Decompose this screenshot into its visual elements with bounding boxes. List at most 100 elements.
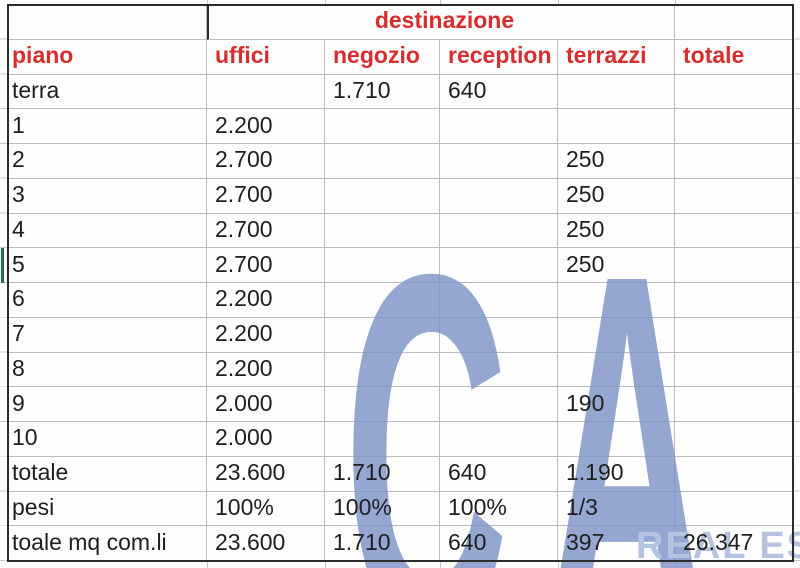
value-cell[interactable]: 2.200 [207, 109, 325, 144]
value-cell[interactable]: 2.700 [207, 144, 325, 179]
value-cell[interactable] [440, 352, 558, 388]
cell-text: piano [12, 42, 74, 69]
value-cell[interactable] [325, 109, 440, 144]
cell-text: 9 [12, 389, 25, 416]
value-cell[interactable] [558, 317, 675, 353]
cell-text: 6 [12, 285, 25, 312]
row-label-cell[interactable]: 5 [8, 248, 207, 283]
value-cell[interactable] [440, 248, 558, 283]
value-cell[interactable] [440, 213, 558, 249]
value-cell[interactable] [440, 422, 558, 457]
value-cell[interactable] [325, 144, 440, 179]
row-label-cell[interactable]: pesi [8, 491, 207, 527]
column-header-reception[interactable]: reception [440, 39, 558, 75]
row-label-cell[interactable]: 7 [8, 317, 207, 353]
value-cell[interactable]: 640 [440, 526, 558, 561]
value-cell[interactable]: 397 [558, 526, 675, 561]
value-cell[interactable]: 100% [207, 491, 325, 527]
value-cell[interactable]: 1.710 [325, 456, 440, 492]
row-label-cell[interactable]: 8 [8, 352, 207, 388]
value-cell[interactable] [675, 248, 793, 283]
value-cell[interactable] [558, 283, 675, 318]
value-cell[interactable]: 23.600 [207, 526, 325, 561]
row-label-cell[interactable]: 3 [8, 178, 207, 214]
value-cell[interactable] [325, 248, 440, 283]
value-cell[interactable]: 100% [325, 491, 440, 527]
value-cell[interactable] [325, 213, 440, 249]
value-cell[interactable] [207, 74, 325, 110]
row-label-cell[interactable]: 10 [8, 422, 207, 457]
value-cell[interactable] [675, 178, 793, 214]
value-cell[interactable]: 250 [558, 178, 675, 214]
value-cell[interactable]: 1.190 [558, 456, 675, 492]
value-cell[interactable]: 2.000 [207, 422, 325, 457]
row-label-cell[interactable]: totale [8, 456, 207, 492]
value-cell[interactable] [440, 144, 558, 179]
value-cell[interactable] [675, 352, 793, 388]
column-header-terrazzi[interactable]: terrazzi [558, 39, 675, 75]
value-cell[interactable] [675, 387, 793, 422]
value-cell[interactable] [558, 352, 675, 388]
value-cell[interactable] [325, 283, 440, 318]
value-cell[interactable] [558, 109, 675, 144]
value-cell[interactable] [440, 317, 558, 353]
column-header-totale[interactable]: totale [675, 39, 793, 75]
value-cell[interactable] [325, 387, 440, 422]
value-cell[interactable] [440, 283, 558, 318]
area-table: destinazione piano uffici negozio reception t… [8, 5, 793, 561]
value-cell[interactable]: 26.347 [675, 526, 793, 561]
value-cell[interactable]: 1/3 [558, 491, 675, 527]
value-cell[interactable] [675, 109, 793, 144]
value-cell[interactable]: 250 [558, 248, 675, 283]
value-cell[interactable]: 2.200 [207, 317, 325, 353]
value-cell[interactable] [675, 213, 793, 249]
value-cell[interactable]: 23.600 [207, 456, 325, 492]
value-cell[interactable]: 1.710 [325, 526, 440, 561]
value-cell[interactable] [440, 109, 558, 144]
value-cell[interactable]: 2.700 [207, 213, 325, 249]
row-label-cell[interactable]: terra [8, 74, 207, 110]
value-cell[interactable] [325, 422, 440, 457]
value-cell[interactable] [325, 178, 440, 214]
destinazione-merged-header[interactable]: destinazione [207, 5, 675, 40]
cell-text: 26.347 [683, 528, 754, 555]
value-cell[interactable]: 2.200 [207, 352, 325, 388]
row-label-cell[interactable]: 2 [8, 144, 207, 179]
cell-above-totale[interactable] [675, 5, 793, 40]
value-cell[interactable]: 2.700 [207, 248, 325, 283]
value-cell[interactable]: 1.710 [325, 74, 440, 110]
value-cell[interactable] [675, 491, 793, 527]
value-cell[interactable] [675, 317, 793, 353]
value-cell[interactable]: 2.000 [207, 387, 325, 422]
value-cell[interactable] [675, 283, 793, 318]
value-cell[interactable] [558, 74, 675, 110]
cell-above-piano[interactable] [8, 5, 207, 40]
cell-text: 250 [566, 215, 605, 242]
value-cell[interactable] [440, 387, 558, 422]
row-label-cell[interactable]: 6 [8, 283, 207, 318]
value-cell[interactable]: 100% [440, 491, 558, 527]
row-label-cell[interactable]: 9 [8, 387, 207, 422]
value-cell[interactable] [675, 422, 793, 457]
value-cell[interactable]: 2.700 [207, 178, 325, 214]
value-cell[interactable] [675, 144, 793, 179]
value-cell[interactable] [325, 352, 440, 388]
column-header-uffici[interactable]: uffici [207, 39, 325, 75]
value-cell[interactable]: 190 [558, 387, 675, 422]
row-label-cell[interactable]: 4 [8, 213, 207, 249]
column-header-piano[interactable]: piano [8, 39, 207, 75]
value-cell[interactable]: 640 [440, 74, 558, 110]
row-label-cell[interactable]: toale mq com.li [8, 526, 207, 561]
column-header-negozio[interactable]: negozio [325, 39, 440, 75]
value-cell[interactable] [675, 74, 793, 110]
value-cell[interactable]: 250 [558, 144, 675, 179]
value-cell[interactable]: 640 [440, 456, 558, 492]
value-cell[interactable] [325, 317, 440, 353]
value-cell[interactable] [440, 178, 558, 214]
value-cell[interactable] [558, 422, 675, 457]
row-label-cell[interactable]: 1 [8, 109, 207, 144]
value-cell[interactable] [675, 456, 793, 492]
value-cell[interactable]: 2.200 [207, 283, 325, 318]
value-cell[interactable]: 250 [558, 213, 675, 249]
